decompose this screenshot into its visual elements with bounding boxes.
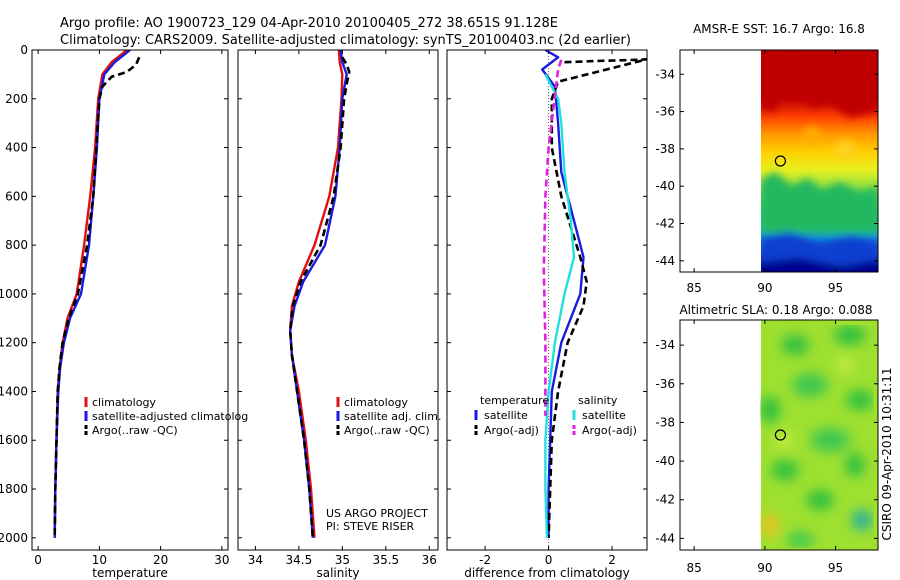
plot-frame — [446, 49, 648, 551]
lon-tick-label: 85 — [687, 281, 702, 295]
sla-map-title: Altimetric SLA: 0.18 Argo: 0.088 — [679, 303, 872, 317]
credit-line2: PI: STEVE RISER — [326, 520, 415, 533]
x-axis-label: salinity — [316, 566, 359, 580]
sla-heatmap — [760, 320, 878, 550]
salinity-panel: 34 34.5 35 35.5 36 salinity climatologysatelli… — [237, 49, 441, 580]
x-tick-label: 10 — [92, 553, 107, 567]
y-tick-label: 2000 — [0, 531, 28, 545]
legend-entry: climatology — [344, 396, 408, 409]
lat-tick-label: -44 — [655, 254, 675, 268]
legend-group-title: salinity — [578, 394, 618, 407]
x-tick-label: 36 — [422, 553, 437, 567]
lon-tick-label: 95 — [828, 281, 843, 295]
sla-map-panel: Altimetric SLA: 0.18 Argo: 0.088 — [655, 303, 879, 575]
argo-position-marker — [774, 155, 787, 167]
lat-tick-label: -38 — [655, 415, 675, 429]
sst-heatmap — [761, 50, 878, 272]
plot-frame — [31, 49, 229, 551]
credit-line1: US ARGO PROJECT — [326, 507, 428, 520]
x-tick-label: 34 — [248, 553, 263, 567]
lat-tick-label: -36 — [655, 377, 675, 391]
y-tick-label: 1800 — [0, 482, 28, 496]
lat-tick-label: -38 — [655, 142, 675, 156]
x-tick-label: -2 — [479, 553, 491, 567]
legend-group-title: temperature — [480, 394, 549, 407]
lat-tick-label: -36 — [655, 105, 675, 119]
x-tick-label: 30 — [214, 553, 229, 567]
y-tick-label: 1000 — [0, 287, 28, 301]
legend-entry: Argo(-adj) — [484, 424, 539, 437]
lat-tick-label: -42 — [655, 216, 675, 230]
x-axis-label: difference from climatology — [464, 566, 630, 580]
legend-entry: Argo(..raw -QC) — [92, 424, 178, 437]
series-line-climatology — [289, 50, 344, 538]
x-tick-label: 0 — [545, 553, 553, 567]
legend-entry: Argo(-adj) — [582, 424, 637, 437]
x-tick-label: 35.5 — [372, 553, 399, 567]
lat-tick-label: -34 — [655, 338, 675, 352]
x-tick-label: 20 — [153, 553, 168, 567]
y-tick-label: 1600 — [0, 433, 28, 447]
series-line-salinity-argo-adj- — [542, 59, 563, 416]
lat-tick-label: -44 — [655, 531, 675, 545]
lat-tick-label: -42 — [655, 493, 675, 507]
series-line-salinity-satellite — [544, 73, 576, 538]
header-line1: Argo profile: AO 1900723_129 04-Apr-2010… — [60, 16, 558, 31]
lon-tick-label: 90 — [757, 561, 772, 575]
x-tick-label: 2 — [608, 553, 616, 567]
y-tick-label: 600 — [5, 189, 28, 203]
x-tick-label: 0 — [34, 553, 42, 567]
y-tick-label: 200 — [5, 92, 28, 106]
legend-entry: satellite adj. clim. — [344, 410, 441, 423]
lon-tick-label: 95 — [828, 561, 843, 575]
side-stamp: CSIRO 09-Apr-2010 10:31:11 — [880, 367, 894, 540]
sst-map-panel: AMSR-E SST: 16.7 Argo: 16.8 85 90 95 -34 -36… — [655, 22, 879, 295]
lat-tick-label: -34 — [655, 67, 675, 81]
legend-entry: satellite — [582, 409, 626, 422]
y-tick-label: 400 — [5, 141, 28, 155]
lon-tick-label: 90 — [757, 281, 772, 295]
series-line-argo-raw-qc- — [53, 56, 141, 538]
legend-entry: satellite-adjusted climatolog — [92, 410, 248, 423]
y-tick-label: 0 — [20, 43, 28, 57]
y-tick-label: 800 — [5, 238, 28, 252]
x-tick-label: 35 — [335, 553, 350, 567]
sst-map-title: AMSR-E SST: 16.7 Argo: 16.8 — [693, 22, 865, 36]
temperature-panel: 0 10 20 30 0 200 400 600 800 1000 1200 1400 1600 1800… — [0, 43, 248, 580]
series-line-argo-raw-qc- — [288, 56, 351, 538]
legend-entry: climatology — [92, 396, 156, 409]
x-axis-label: temperature — [92, 566, 167, 580]
plot-frame — [237, 49, 439, 551]
header-line2: Climatology: CARS2009. Satellite-adjuste… — [60, 33, 631, 48]
legend-entry: Argo(..raw -QC) — [344, 424, 430, 437]
y-tick-label: 1200 — [0, 336, 28, 350]
lon-tick-label: 85 — [687, 561, 702, 575]
series-line-satellite-adjusted-climatolog — [53, 50, 131, 538]
x-tick-label: 34.5 — [286, 553, 313, 567]
argo-position-marker — [774, 429, 787, 441]
series-line-climatology — [53, 50, 128, 538]
lat-tick-label: -40 — [655, 179, 675, 193]
series-line-satellite-adj-clim- — [289, 50, 348, 538]
y-tick-label: 1400 — [0, 384, 28, 398]
legend-entry: satellite — [484, 409, 528, 422]
lat-tick-label: -40 — [655, 454, 675, 468]
